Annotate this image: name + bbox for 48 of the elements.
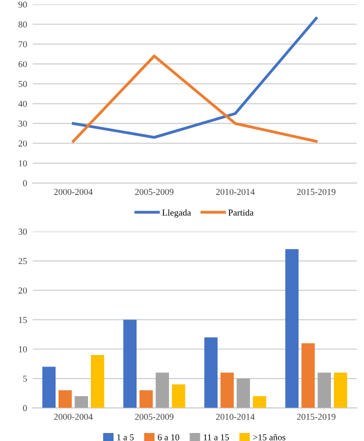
x-tick-label: 2015-2019 <box>297 188 336 195</box>
bar <box>334 372 348 408</box>
y-tick-label: 5 <box>23 376 27 382</box>
bar <box>140 390 153 408</box>
bar <box>74 396 88 408</box>
x-tick-label: 2010-2014 <box>216 188 255 195</box>
bar <box>42 366 56 408</box>
bar <box>58 390 72 408</box>
x-tick-label: 2000-2004 <box>54 188 93 195</box>
y-tick-label: 20 <box>18 140 27 147</box>
x-tick-label: 2015-2019 <box>297 414 336 420</box>
y-tick-label: 40 <box>18 100 27 107</box>
y-tick-label: 10 <box>18 160 27 166</box>
y-tick-label: 0 <box>23 405 27 412</box>
legend-label: 11 a 15 <box>204 434 229 440</box>
y-tick-label: 15 <box>18 316 27 323</box>
y-tick-label: 50 <box>18 80 27 88</box>
bar <box>172 384 186 408</box>
bar <box>204 337 218 408</box>
line-series <box>72 16 318 139</box>
legend-label: 6 a 10 <box>158 434 180 440</box>
y-tick-label: 60 <box>18 61 27 68</box>
legend-label: Llegada <box>162 209 191 218</box>
y-tick-label: 0 <box>23 180 27 186</box>
y-tick-label: 30 <box>18 228 27 235</box>
y-tick-label: 30 <box>18 120 27 127</box>
bar <box>156 372 169 408</box>
bar <box>285 249 299 408</box>
y-tick-label: 90 <box>18 2 27 8</box>
bar <box>301 343 315 408</box>
bar <box>123 320 137 408</box>
bar <box>252 396 266 408</box>
legend-label: >15 años <box>253 434 286 440</box>
x-tick-label: 2010-2014 <box>216 414 255 420</box>
x-tick-label: 2000-2004 <box>54 414 93 420</box>
y-tick-label: 10 <box>18 346 27 352</box>
bar <box>220 372 234 408</box>
legend-label: 1 a 5 <box>117 434 134 440</box>
legend-label: Partida <box>228 209 254 216</box>
y-tick-label: 80 <box>18 21 27 28</box>
bar <box>90 355 104 408</box>
x-tick-label: 2005-2009 <box>135 188 174 195</box>
x-tick-label: 2005-2009 <box>135 414 174 420</box>
bar <box>236 378 250 408</box>
y-tick-label: 20 <box>18 287 27 294</box>
bar <box>318 372 331 408</box>
y-tick-label: 70 <box>18 41 27 48</box>
y-tick-label: 25 <box>18 258 27 264</box>
